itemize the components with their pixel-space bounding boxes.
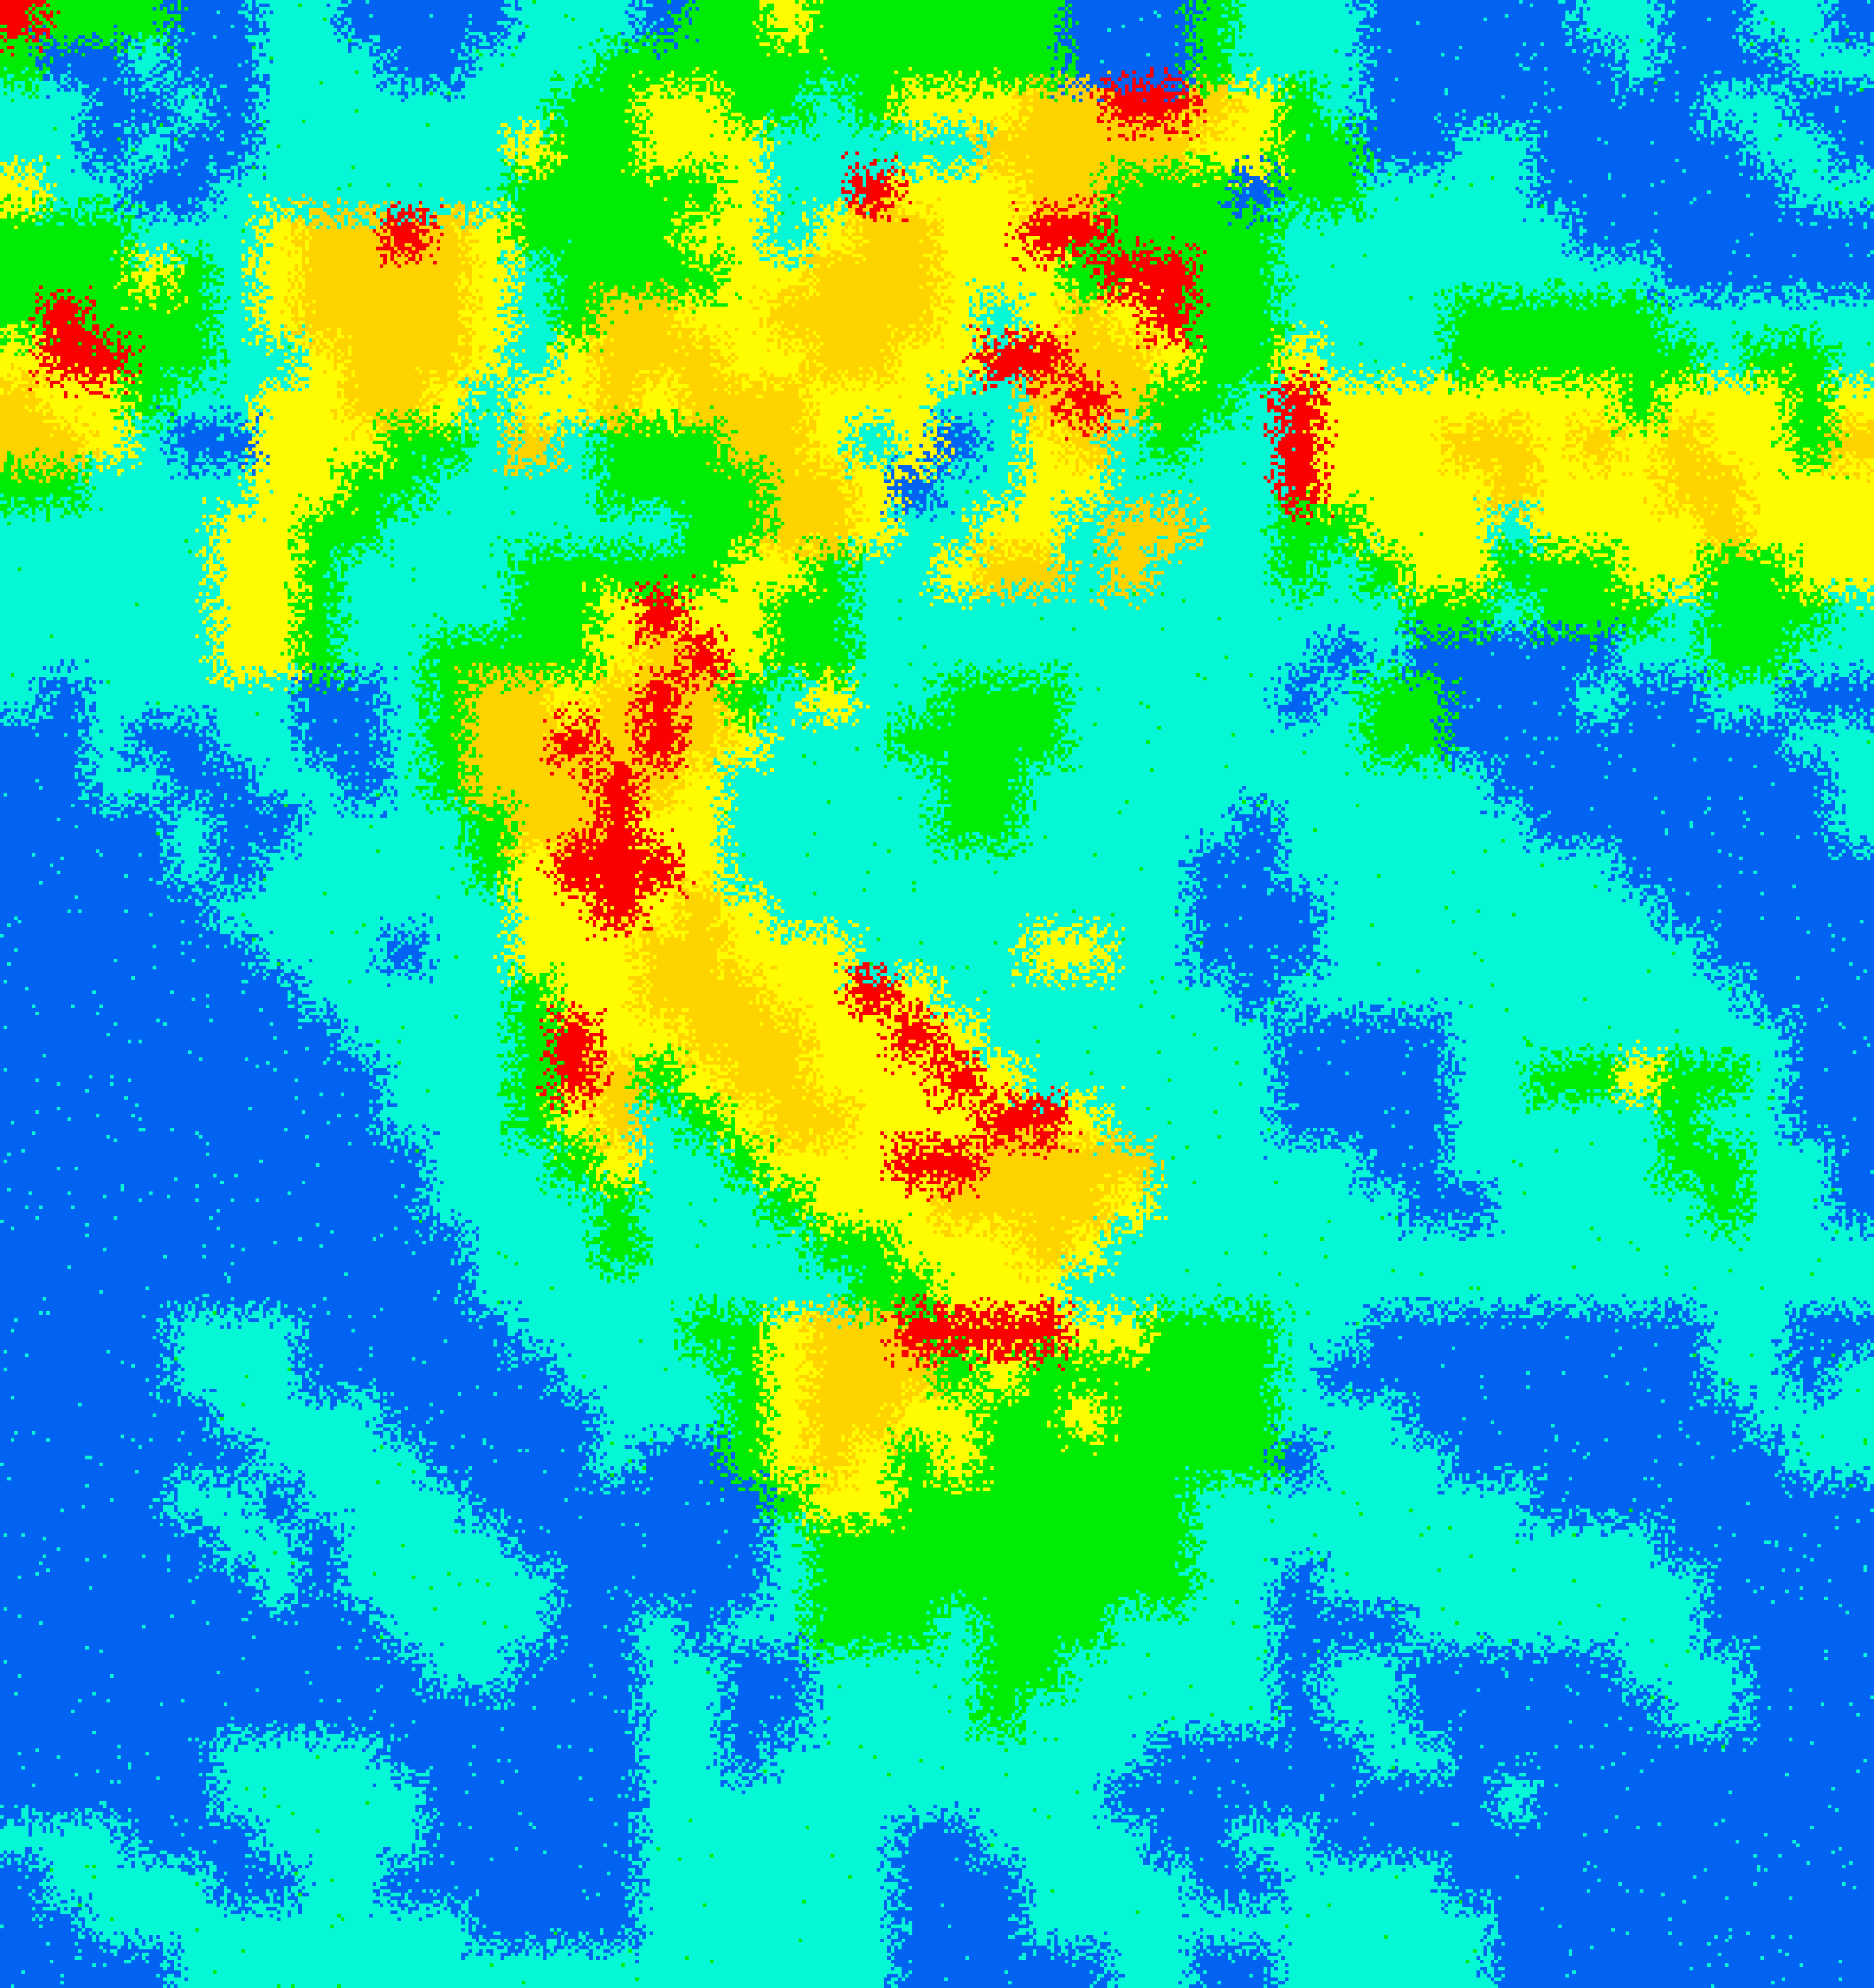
map-container <box>0 0 1874 1988</box>
raster-map-canvas <box>0 0 1874 1988</box>
